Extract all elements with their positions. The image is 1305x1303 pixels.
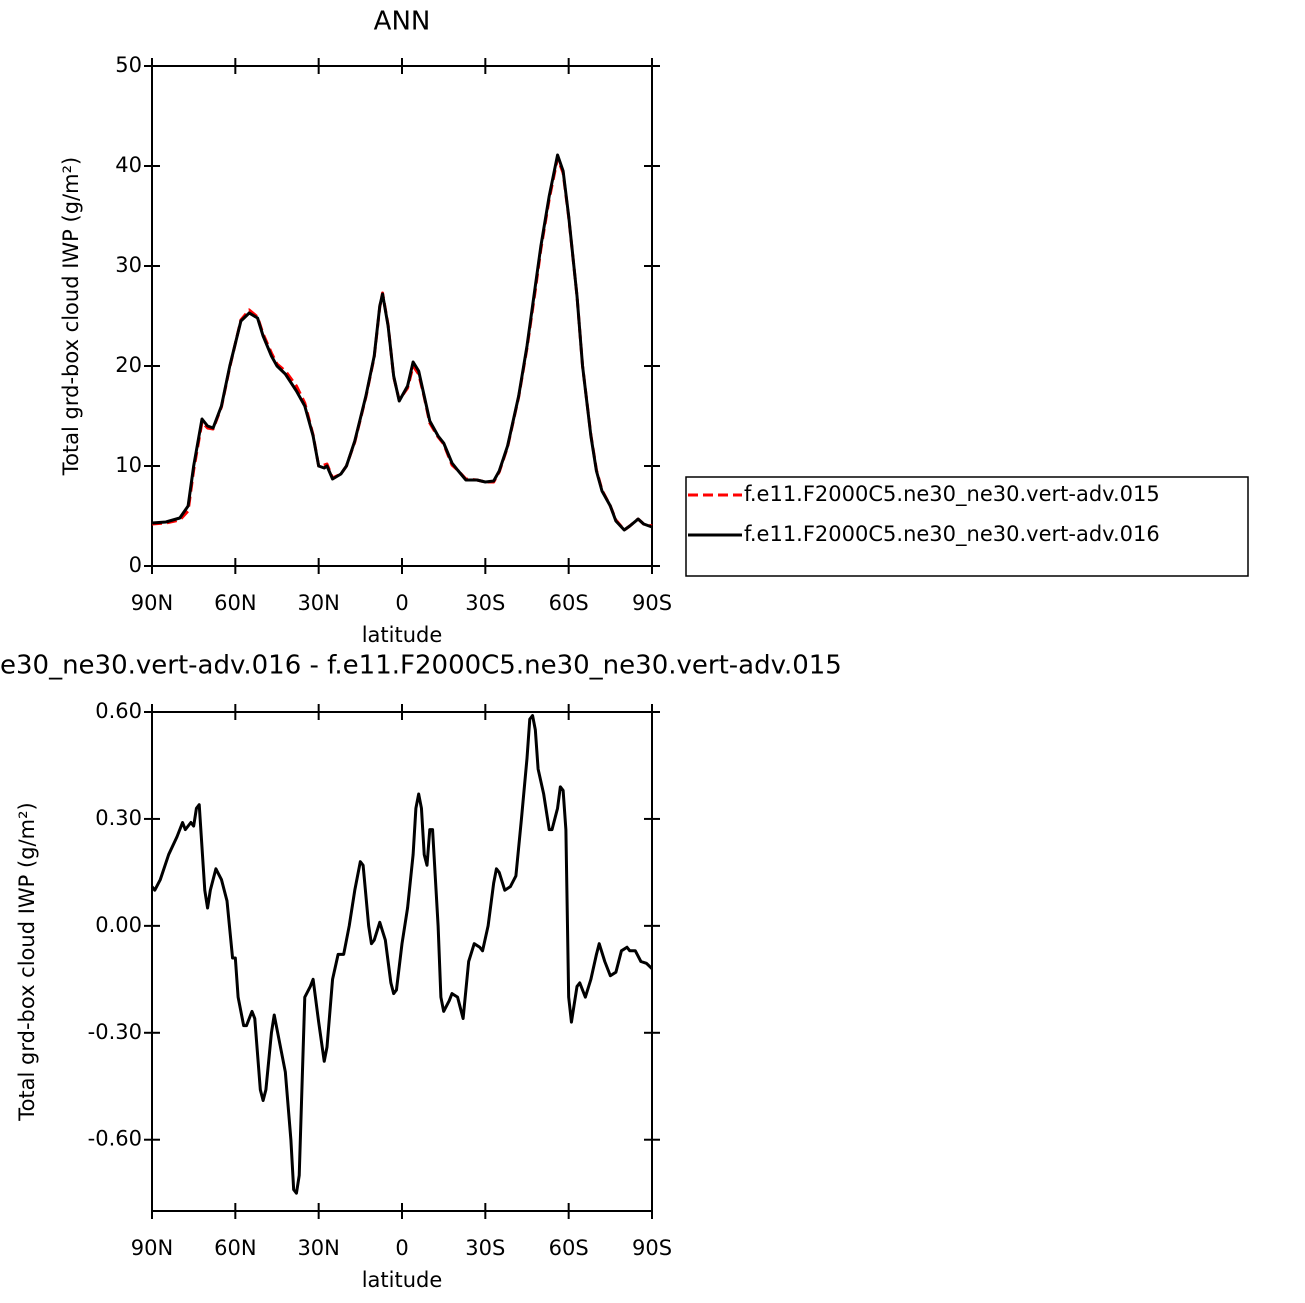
legend-box bbox=[685, 476, 1249, 577]
plot-frame bbox=[151, 65, 653, 567]
y-tick-label: 0.30 bbox=[95, 806, 142, 830]
y-tick-label: 30 bbox=[115, 253, 142, 277]
y-tick-label: 10 bbox=[115, 453, 142, 477]
x-tick-label: 90N bbox=[131, 1236, 173, 1260]
x-tick-label: 30N bbox=[297, 1236, 339, 1260]
x-tick-label: 30N bbox=[297, 591, 339, 615]
y-tick-label: -0.30 bbox=[88, 1020, 142, 1044]
x-tick-label: 60N bbox=[214, 1236, 256, 1260]
y-tick-label: 40 bbox=[115, 153, 142, 177]
x-tick-label: 30S bbox=[465, 1236, 505, 1260]
data-line bbox=[150, 714, 654, 1195]
x-axis-label: latitude bbox=[362, 1268, 443, 1292]
chart-title: e30_ne30.vert-adv.016 - f.e11.F2000C5.ne… bbox=[0, 651, 842, 681]
x-tick-label: 0 bbox=[395, 591, 408, 615]
data-line bbox=[151, 153, 653, 532]
x-tick-label: 90S bbox=[632, 1236, 672, 1260]
x-tick-label: 60N bbox=[214, 591, 256, 615]
x-tick-label: 90S bbox=[632, 591, 672, 615]
x-tick-label: 60S bbox=[549, 1236, 589, 1260]
legend-label: f.e11.F2000C5.ne30_ne30.vert-adv.016 bbox=[744, 522, 1160, 547]
plot-frame bbox=[151, 711, 653, 1212]
x-tick-label: 90N bbox=[131, 591, 173, 615]
data-line bbox=[151, 156, 653, 532]
chart-title: ANN bbox=[374, 7, 431, 37]
y-tick-label: 0.60 bbox=[95, 699, 142, 723]
x-tick-label: 0 bbox=[395, 1236, 408, 1260]
y-tick-label: 0 bbox=[129, 553, 142, 577]
y-tick-label: 50 bbox=[115, 53, 142, 77]
y-tick-label: 20 bbox=[115, 353, 142, 377]
y-tick-label: -0.60 bbox=[88, 1127, 142, 1151]
y-axis-label: Total grd-box cloud IWP (g/m²) bbox=[59, 157, 83, 476]
x-tick-label: 30S bbox=[465, 591, 505, 615]
legend-label: f.e11.F2000C5.ne30_ne30.vert-adv.015 bbox=[744, 482, 1160, 507]
x-tick-label: 60S bbox=[549, 591, 589, 615]
y-axis-label: Total grd-box cloud IWP (g/m²) bbox=[15, 802, 39, 1121]
y-tick-label: 0.00 bbox=[95, 913, 142, 937]
x-axis-label: latitude bbox=[362, 623, 443, 647]
